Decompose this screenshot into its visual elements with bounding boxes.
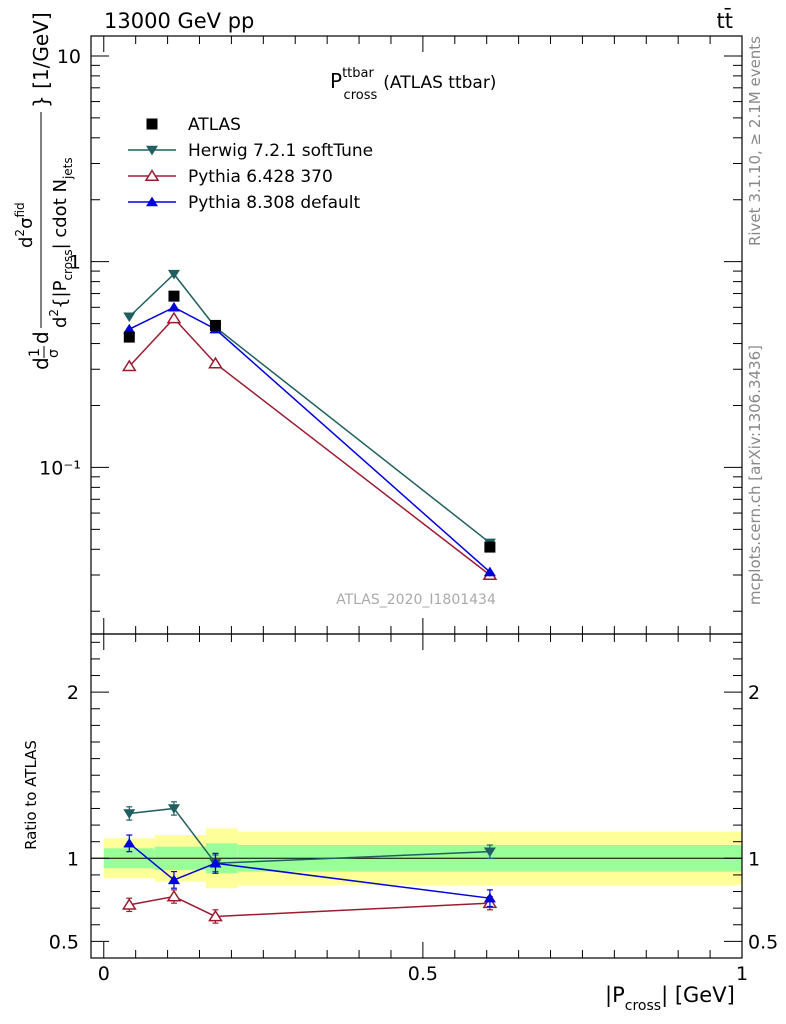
svg-text:σ: σ (46, 349, 62, 358)
legend-label-herwig-7-2-1-softtune: Herwig 7.2.1 softTune (188, 141, 373, 161)
main-ylabel: d 1 σ d d2σfid d2{|Pcross| cdot Njets } … (13, 12, 75, 370)
legend: ATLAS Herwig 7.2.1 softTune Pythia 6.428 3… (128, 115, 373, 213)
pythia-8-308-default-ratio-point (123, 837, 136, 848)
pythia-8-308-default-ratio-point (209, 857, 222, 868)
xlabel-post: | [GeV] (661, 983, 735, 1008)
ylabel-frac1-den: σ (46, 349, 62, 358)
title-suffix: (ATLAS ttbar) (383, 73, 496, 93)
xlabel-sub: cross (625, 998, 661, 1014)
x-tick-label: 1 (736, 963, 748, 985)
legend-label-pythia-8-308-default: Pythia 8.308 default (188, 193, 361, 213)
legend-marker-atlas (146, 118, 158, 130)
pythia-6-428-370-ratio-point (121, 898, 137, 910)
pythia-6-428-370-ratio-point (166, 889, 182, 902)
ratio-plot-series (121, 801, 498, 924)
header-right: tt̄ (717, 8, 733, 33)
pythia-6-428-370-point (166, 311, 182, 324)
ratio-y-tick-label-right: 1 (748, 848, 760, 870)
herwig-7-2-1-softtune-ratio-point (483, 847, 496, 858)
rivet-label: Rivet 3.1.10, ≥ 2.1M events (746, 36, 764, 246)
ratio-y-tick-label-right: 2 (748, 682, 760, 704)
main-y-tick-label: 10 (57, 46, 81, 68)
ratio-plot-axes: 0 0.5 10.5 0.51 12 2 (49, 36, 778, 985)
legend-label-atlas: ATLAS (188, 115, 241, 135)
pythia-8-308-default-point (123, 323, 136, 334)
main-y-tick-label: 1 (69, 252, 81, 274)
ylabel-d: d (29, 331, 53, 344)
x-axis-label: |Pcross| [GeV] (605, 983, 735, 1014)
pythia-8-308-default-point (167, 301, 180, 312)
main-y-tick-label: 10⁻¹ (39, 457, 81, 479)
ylabel-frac1-num: 1 (27, 348, 43, 357)
ylabel-frac2-den-sub: cross (61, 249, 75, 280)
header-left: 13000 GeV pp (104, 9, 254, 33)
legend-marker-pythia-6-428-370 (144, 169, 160, 181)
mcplots-label: mcplots.cern.ch [arXiv:1306.3436] (746, 345, 764, 605)
pythia-6-428-370-ratio-point (208, 909, 223, 922)
svg-text:1: 1 (27, 348, 43, 357)
ratio-y-tick-label-left: 2 (67, 682, 79, 704)
ylabel-frac2-den-body2: | cdot N (50, 179, 71, 249)
ylabel-frac2-den-sup: 2 (47, 309, 61, 317)
ylabel-frac2-den-sub2: jets (61, 157, 75, 180)
pythia-6-428-370-line (128, 317, 491, 576)
ratio-y-tick-label-left: 1 (67, 848, 79, 870)
svg-text:} [1/GeV]: } [1/GeV] (29, 12, 53, 108)
ylabel-prefix: d (29, 357, 53, 370)
atlas-data-point (123, 331, 135, 343)
ylabel-frac2-num-sigma: σ (16, 218, 37, 229)
legend-label-pythia-6-428-370: Pythia 6.428 370 (188, 167, 333, 187)
pythia-6-428-370-ratio-line (129, 895, 490, 918)
ylabel-frac2-num: d (16, 237, 37, 248)
ratio-y-tick-label-left: 0.5 (49, 931, 79, 953)
svg-text:d2σfid: d2σfid (13, 202, 37, 248)
atlas-data-point (209, 319, 221, 331)
legend-marker-herwig-7-2-1-softtune (146, 145, 158, 156)
pythia-8-308-default-ratio-point (167, 874, 180, 885)
ratio-y-tick-label-right: 0.5 (748, 931, 778, 953)
herwig-7-2-1-softtune-point (123, 312, 136, 323)
herwig-7-2-1-softtune-point (167, 269, 180, 280)
svg-text:d: d (29, 331, 53, 344)
ylabel-frac2-num-sup: 2 (13, 229, 27, 237)
svg-text:d: d (29, 357, 53, 370)
herwig-7-2-1-softtune-line (128, 273, 491, 544)
svg-text:d2{|Pcross| cdot Njets: d2{|Pcross| cdot Njets (47, 157, 75, 328)
title-sup: ttbar (342, 66, 374, 81)
title-main: P (330, 69, 342, 93)
main-plot-series (121, 269, 498, 580)
atlas-data-point (168, 290, 180, 302)
pythia-8-308-default-ratio-point (483, 892, 496, 903)
pythia-6-428-370-point (121, 359, 137, 372)
herwig-7-2-1-softtune-ratio-line (129, 807, 490, 865)
x-tick-label: 0 (98, 963, 110, 985)
pythia-6-428-370-point (208, 356, 223, 369)
ylabel-frac2-num-sigma-sup: fid (13, 202, 27, 217)
ylabel-suffix: } [1/GeV] (29, 12, 53, 108)
title-sub: cross (344, 88, 378, 103)
ylabel-frac2-den-body: {|P (50, 280, 71, 309)
atlas-data-point (484, 541, 496, 553)
pythia-8-308-default-point (483, 566, 496, 577)
main-plot-axes: 10⁻¹ 1 10 (39, 35, 743, 635)
pythia-8-308-default-line (128, 306, 491, 573)
herwig-7-2-1-softtune-ratio-point (167, 804, 180, 814)
herwig-7-2-1-softtune-ratio-point (123, 809, 136, 819)
plot-title: Pttbar cross (ATLAS ttbar) (330, 66, 496, 103)
analysis-watermark: ATLAS_2020_I1801434 (336, 592, 496, 608)
ratio-ylabel: Ratio to ATLAS (22, 740, 40, 850)
ylabel-frac2-den-prefix: d (50, 317, 71, 328)
x-tick-label: 0.5 (408, 963, 438, 985)
legend-marker-pythia-8-308-default (146, 196, 158, 207)
pythia-8-308-default-ratio-line (128, 842, 490, 899)
xlabel-pre: |P (605, 983, 625, 1008)
ratio-frame (90, 633, 743, 959)
